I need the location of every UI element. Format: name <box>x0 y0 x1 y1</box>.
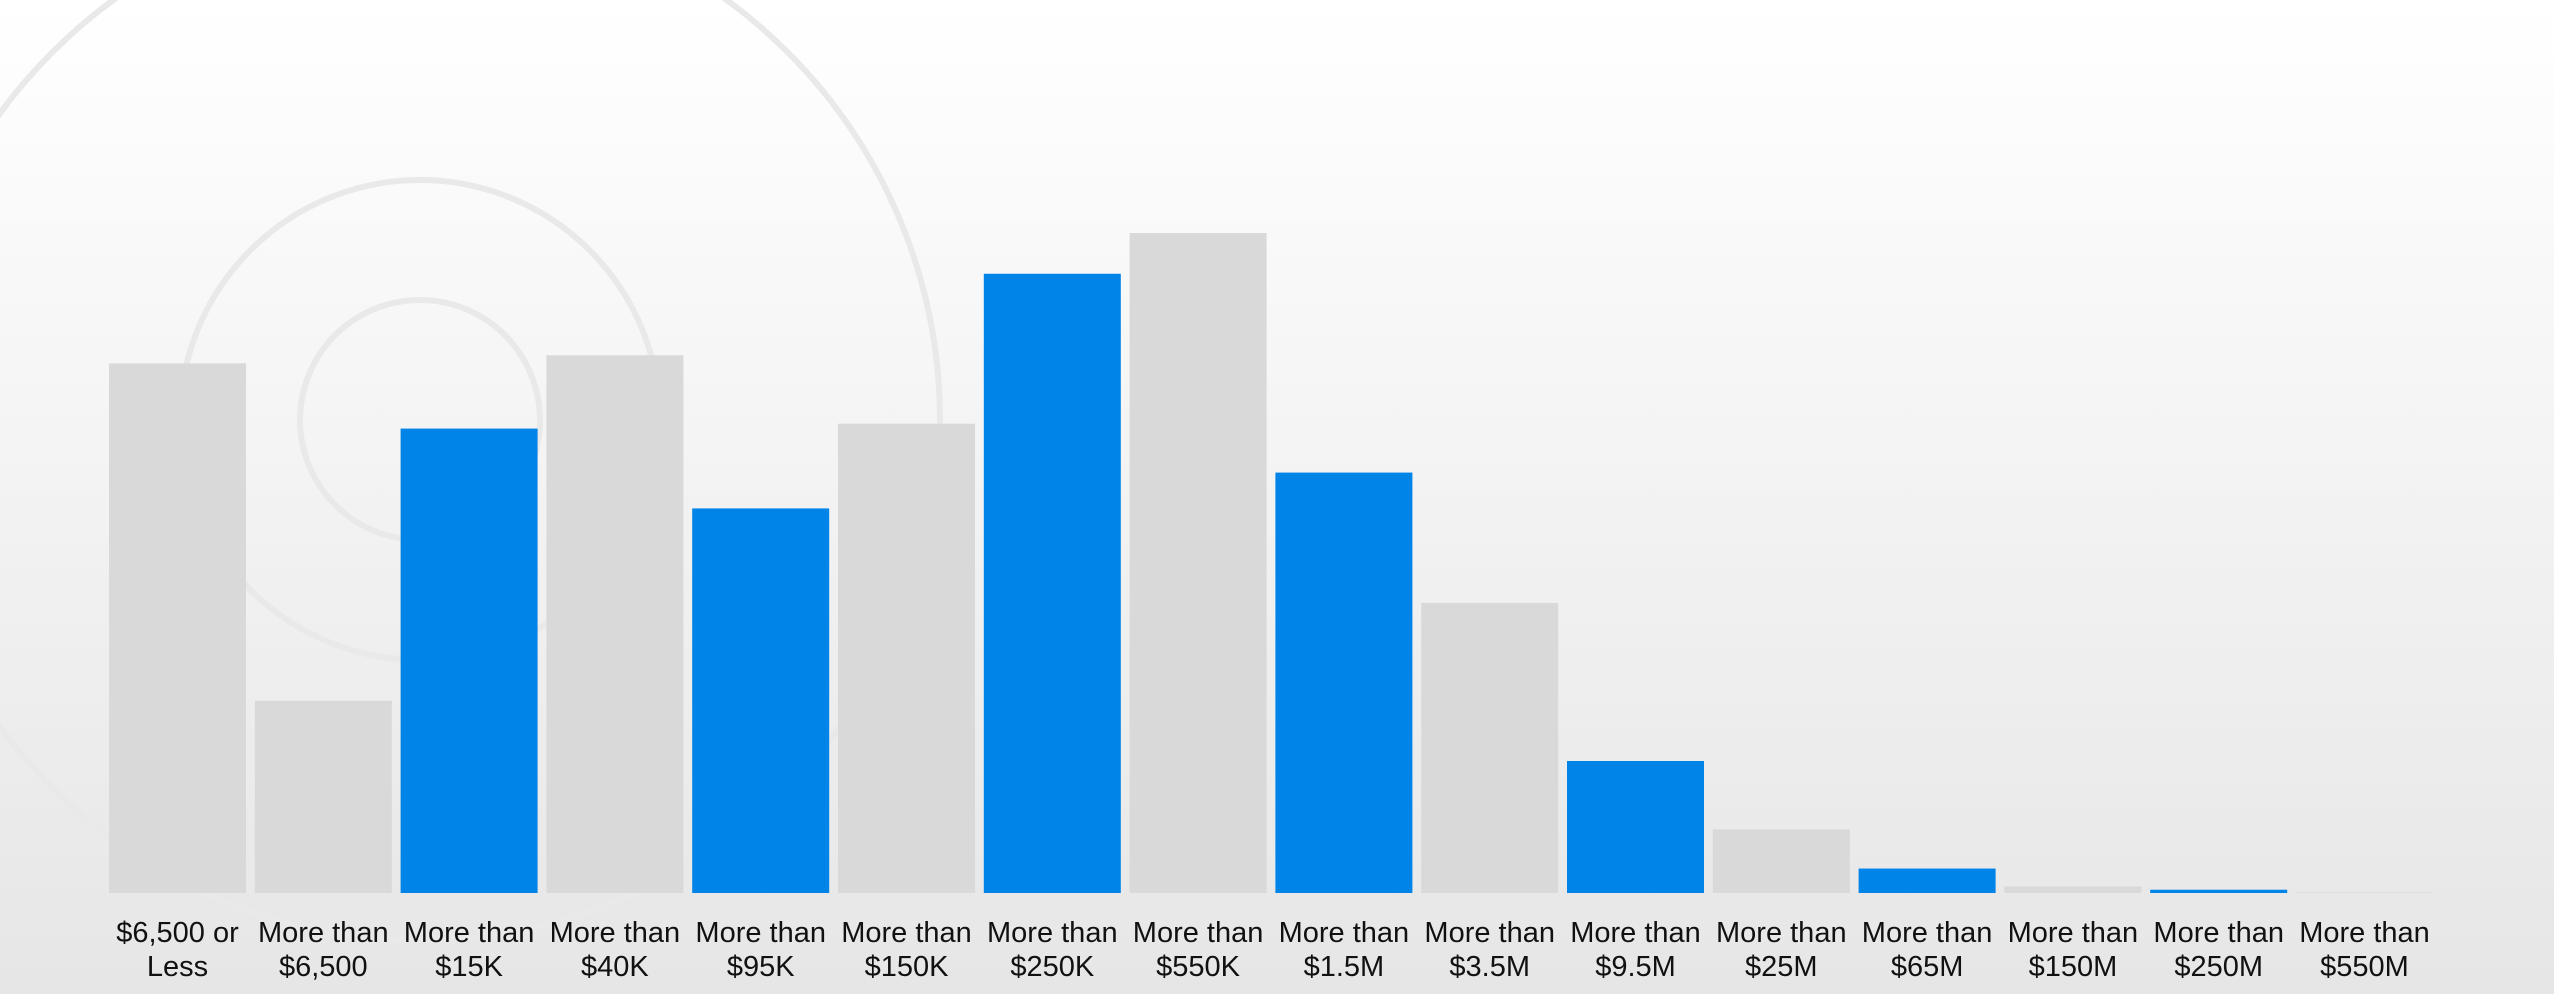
bar <box>109 363 246 893</box>
x-tick-label: More than <box>841 917 972 949</box>
x-tick-label: $40K <box>581 951 649 983</box>
x-tick-label: More than <box>2299 917 2430 949</box>
x-tick-label: More than <box>2008 917 2139 949</box>
x-tick-label: $95K <box>727 951 795 983</box>
bar <box>546 355 684 894</box>
x-tick-label: $1.5M <box>1304 951 1385 983</box>
x-tick-label: $3.5M <box>1449 951 1530 983</box>
x-tick-label: More than <box>1570 917 1701 949</box>
x-tick-label: $15K <box>435 951 503 983</box>
x-tick-label: More than <box>1424 917 1555 949</box>
bar <box>692 508 830 893</box>
x-tick-label: $150M <box>2029 951 2118 983</box>
x-tick-label: More than <box>987 917 1118 949</box>
x-tick-label: $150K <box>865 951 950 983</box>
x-tick-label: $6,500 or <box>116 917 239 949</box>
x-tick-label: $6,500 <box>279 951 368 983</box>
bar <box>1275 472 1413 893</box>
x-tick-label: More than <box>1133 917 1264 949</box>
bar <box>400 428 538 893</box>
x-tick-label: More than <box>1862 917 1993 949</box>
bar <box>254 700 392 893</box>
x-tick-label: $9.5M <box>1595 951 1676 983</box>
x-tick-label: $250K <box>1010 951 1095 983</box>
x-tick-label: More than <box>1716 917 1847 949</box>
bar <box>838 423 975 893</box>
x-tick-label: $250M <box>2174 951 2263 983</box>
x-tick-label: $550M <box>2320 951 2409 983</box>
x-tick-label: More than <box>550 917 681 949</box>
x-tick-label: More than <box>695 917 826 949</box>
bar <box>2296 892 2433 893</box>
bar <box>2004 886 2142 893</box>
bar <box>1129 233 1267 894</box>
bar <box>1858 868 1996 893</box>
bar <box>1712 829 1850 893</box>
x-tick-label: More than <box>258 917 389 949</box>
x-tick-label: Less <box>147 951 208 983</box>
bar <box>1421 602 1559 893</box>
bar <box>1567 761 1704 893</box>
x-tick-label: $65M <box>1891 951 1964 983</box>
x-tick-label: $25M <box>1745 951 1818 983</box>
bar <box>983 273 1121 893</box>
x-tick-label: More than <box>2153 917 2284 949</box>
bar <box>2150 889 2288 893</box>
x-tick-label: $550K <box>1156 951 1241 983</box>
x-tick-label: More than <box>1279 917 1410 949</box>
x-tick-label: More than <box>404 917 535 949</box>
